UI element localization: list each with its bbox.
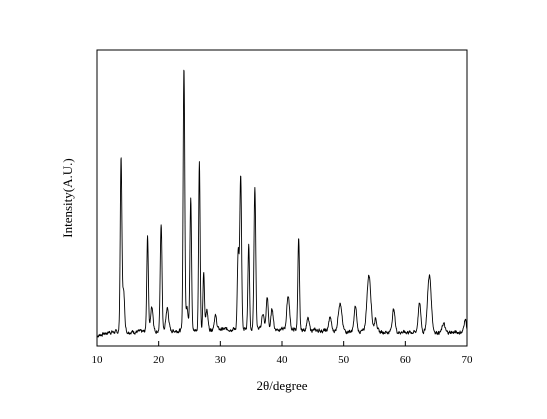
x-tick-label: 50 [338,354,350,366]
x-axis-title: 2θ/degree [257,378,308,393]
x-tick-label: 70 [462,354,474,366]
x-tick-label: 10 [92,354,104,366]
x-axis-ticks [96,341,468,346]
plot-frame [96,49,468,347]
y-axis-title: Intensity(A.U.) [60,158,75,237]
x-tick-label: 30 [215,354,227,366]
x-tick-label: 60 [400,354,412,366]
x-tick-label: 20 [153,354,165,366]
x-tick-label: 40 [277,354,289,366]
xrd-pattern-line [96,69,468,338]
x-axis-tick-labels: 10 20 30 40 50 60 70 [92,354,474,366]
